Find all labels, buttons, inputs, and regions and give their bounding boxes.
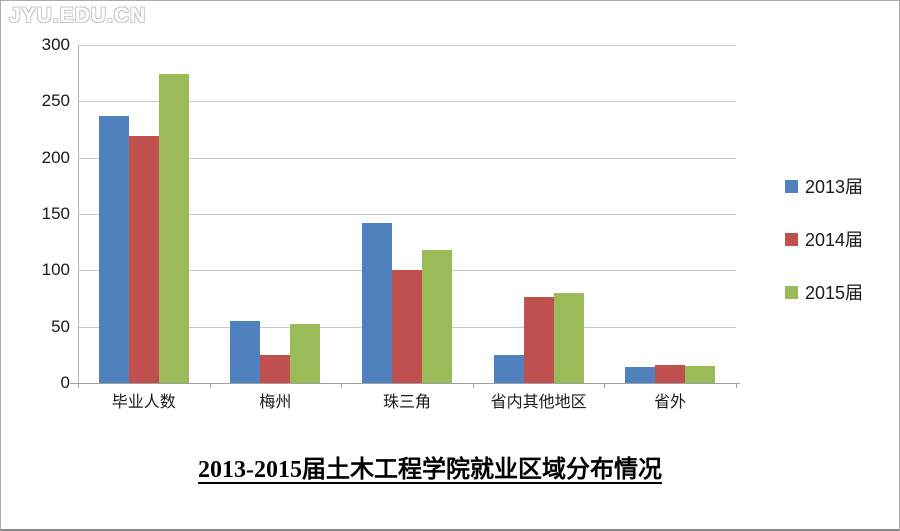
y-tick-label-0: 0 [60,373,70,392]
x-axis-tick-end [736,384,737,388]
x-category-label-梅州: 梅州 [259,394,292,411]
legend-swatch-2013届 [785,179,798,193]
x-category-label-省外: 省外 [654,394,687,411]
legend-label-2015届: 2015届 [805,283,864,303]
bar-2015届-省内其他地区 [553,293,584,383]
legend-swatch-2015届 [785,285,798,299]
bar-2014届-梅州 [260,355,291,383]
x-category-label-毕业人数: 毕业人数 [111,394,176,411]
legend-item-2014届: 2014届 [785,226,863,252]
bar-2014届-省外 [655,365,686,383]
bar-2013届-梅州 [230,321,261,383]
x-axis-tick-2 [341,384,343,388]
legend-label-2014届: 2014届 [805,230,864,250]
bar-2013届-珠三角 [362,223,392,383]
y-tick-label-250: 250 [41,91,70,111]
x-axis-tick-0 [78,384,79,388]
legend-item-2015届: 2015届 [785,279,863,305]
bar-2014届-珠三角 [392,270,422,383]
y-tick-label-100: 100 [41,260,70,280]
bar-2013届-毕业人数 [98,116,129,383]
plot-area [78,45,736,383]
bar-2015届-省外 [685,366,716,383]
y-tick-label-150: 150 [41,204,70,223]
gridline-250 [78,101,736,103]
bar-2015届-梅州 [290,324,321,383]
y-tick-label-50: 50 [51,316,70,336]
chart-title: 2013-2015届土木工程学院就业区域分布情况 [198,457,662,483]
legend-swatch-2014届 [785,232,798,246]
legend: 2013届 2014届 2015届 [785,173,863,305]
bar-2015届-毕业人数 [158,74,189,383]
y-tick-label-300: 300 [41,35,70,54]
gridline-200 [78,157,736,159]
x-axis-tick-1 [209,384,211,388]
x-axis-line [70,383,740,384]
bar-2014届-毕业人数 [128,136,159,383]
bar-2013届-省外 [625,367,656,383]
legend-label-2013届: 2013届 [805,177,864,197]
x-category-label-珠三角: 珠三角 [382,394,431,411]
legend-item-2013届: 2013届 [785,173,863,199]
bar-2013届-省内其他地区 [493,355,524,383]
x-category-label-省内其他地区: 省内其他地区 [490,394,587,411]
watermark: JYU.EDU.CN [9,4,147,27]
gridline-150 [78,214,736,215]
bar-2014届-省内其他地区 [523,297,554,383]
y-tick-label-200: 200 [41,147,70,167]
bar-2015届-珠三角 [422,250,452,383]
gridline-300 [78,45,736,46]
x-axis-tick-4 [604,384,606,388]
x-axis-tick-3 [472,384,474,388]
